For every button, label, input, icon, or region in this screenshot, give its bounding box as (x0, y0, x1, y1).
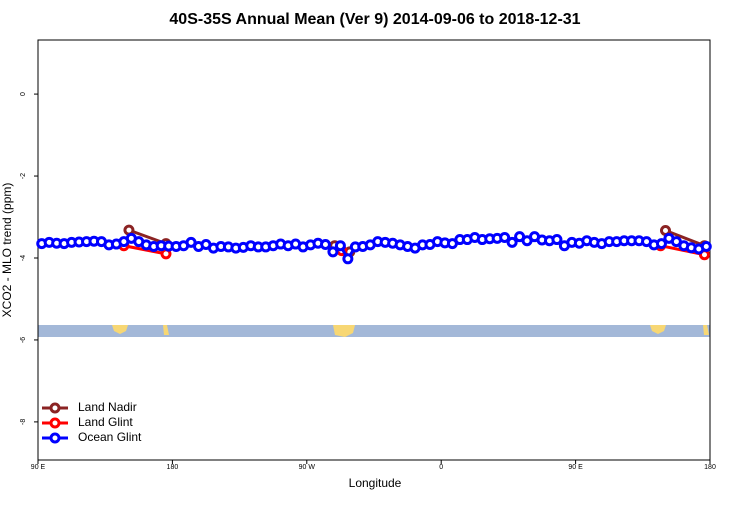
x-axis-label: Longitude (349, 476, 402, 490)
x-tick-label: 90 E (31, 464, 46, 471)
y-tick-label: -8 (20, 419, 27, 425)
point (336, 242, 344, 250)
y-tick-label: -6 (20, 337, 27, 343)
legend-marker (51, 434, 59, 442)
x-tick-label: 0 (439, 464, 443, 471)
point (321, 240, 329, 248)
legend-item: Land Nadir (42, 400, 137, 414)
legend-label: Land Nadir (78, 400, 137, 414)
x-tick-label: 90 E (568, 464, 583, 471)
y-tick-label: -2 (20, 173, 27, 179)
point (508, 238, 516, 246)
legend-marker (51, 419, 59, 427)
x-tick-label: 90 W (299, 464, 316, 471)
point (553, 236, 561, 244)
legend-item: Land Glint (42, 415, 133, 429)
map-strip (38, 325, 710, 337)
chart-title: 40S-35S Annual Mean (Ver 9) 2014-09-06 t… (169, 11, 580, 28)
point (329, 248, 337, 256)
legend-label: Ocean Glint (78, 430, 142, 444)
x-tick-label: 180 (704, 464, 716, 471)
legend-marker (51, 404, 59, 412)
y-axis-label: XCO2 - MLO trend (ppm) (0, 183, 14, 318)
point (702, 243, 710, 251)
legend-label: Land Glint (78, 415, 133, 429)
x-tick-label: 180 (167, 464, 179, 471)
y-tick-label: -4 (20, 255, 27, 261)
y-tick-label: 0 (20, 92, 27, 96)
legend-item: Ocean Glint (42, 430, 142, 444)
point (344, 255, 352, 263)
